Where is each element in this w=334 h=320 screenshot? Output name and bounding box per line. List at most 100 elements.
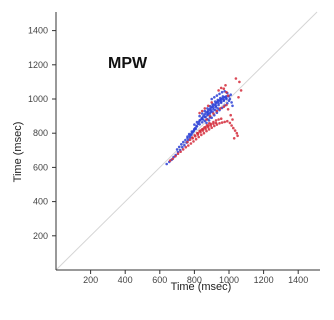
scatter-point-blue [206,113,209,117]
scatter-point-blue [217,102,220,105]
scatter-point-red [171,157,175,161]
x-tick-label: 600 [152,275,167,285]
x-tick-label: 400 [118,275,133,285]
scatter-point-blue [222,98,226,102]
y-tick-label: 200 [33,231,48,241]
scatter-point-blue [209,108,213,112]
scatter-point-red [222,87,226,90]
scatter-point-blue [180,143,183,146]
scatter-point-red [217,118,220,121]
scatter-point-red [181,148,185,151]
scatter-point-red [191,136,194,139]
scatter-point-red [205,118,208,121]
scatter-point-red [205,129,208,133]
scatter-point-blue [208,112,212,115]
scatter-point-blue [195,120,199,124]
scatter-point-blue [212,106,215,109]
scatter-point-blue [198,123,201,126]
scatter-point-red [189,142,193,145]
scatter-point-blue [195,125,199,128]
scatter-point-blue [205,121,208,125]
scatter-point-blue [186,136,189,140]
scatter-point-red [188,138,192,141]
scatter-point-blue [193,123,196,126]
scatter-point-blue [225,96,228,100]
x-tick-label: 1400 [288,275,308,285]
scatter-point-red [222,105,226,108]
scatter-point-red [206,104,210,108]
y-tick-label: 400 [33,197,48,207]
scatter-point-blue [183,143,186,147]
scatter-point-blue [215,94,219,97]
scatter-point-red [225,90,228,94]
scatter-point-blue [181,145,184,149]
scatter-point-blue [216,98,220,102]
scatter-point-red [198,129,201,133]
scatter-point-red [212,122,215,126]
scatter-point-red [176,152,180,155]
scatter-point-red [218,122,221,125]
scatter-point-red [202,131,206,135]
scatter-point-red [232,137,236,140]
scatter-point-red [198,111,201,115]
scatter-point-blue [231,104,234,108]
scatter-point-red [200,133,203,137]
scatter-point-blue [177,145,181,149]
scatter-point-red [235,131,239,135]
scatter-point-red [184,145,188,149]
scatter-point-red [192,140,195,143]
scatter-point-red [210,101,213,104]
scatter-point-red [229,113,232,117]
scatter-point-red [231,118,234,121]
y-axis-title: Time (msec) [12,122,24,183]
x-tick-label: 200 [83,275,98,285]
scatter-point-blue [165,162,168,166]
x-tick-label: 1200 [254,275,274,285]
scatter-point-blue [213,100,217,103]
scatter-point-blue [194,127,198,131]
scatter-point-red [205,124,209,127]
scatter-point-blue [229,93,232,96]
scatter-point-red [238,80,241,84]
scatter-point-blue [219,96,222,100]
scatter-point-blue [175,148,179,151]
scatter-point-red [210,126,213,129]
scatter-point-blue [219,100,223,103]
scatter-point-red [230,124,233,127]
scatter-point-red [179,150,182,153]
scatter-point-red [197,135,200,139]
scatter-point-blue [230,101,233,104]
x-axis-ticks: 200 400 600 800 1000 1200 1400 [83,270,308,285]
scatter-point-blue [192,129,195,133]
scatter-point-red [213,124,216,128]
scatter-point-red [219,86,223,90]
scatter-point-blue [184,138,187,142]
y-tick-label: 800 [33,128,48,138]
scatter-point-blue [213,96,216,99]
scatter-point-red [212,112,215,115]
x-tick-label: 1000 [219,275,239,285]
scatter-point-red [194,137,198,141]
scatter-point-blue [218,92,221,96]
scatter-point-blue [190,132,193,135]
scatter-point-red [220,121,224,124]
scatter-point-blue [200,117,204,120]
scatter-point-red [203,126,206,129]
y-tick-label: 600 [33,162,48,172]
scatter-point-red [226,119,229,123]
scatter-point-blue [198,114,201,118]
scatter-point-red [186,140,189,144]
scatter-point-red [214,119,218,122]
scatter-point-red [237,96,240,99]
scatter-point-blue [200,112,204,115]
y-tick-label: 1200 [28,60,48,70]
scatter-point-red [233,129,237,132]
y-axis-ticks: 200 400 600 800 1000 1200 1400 [28,26,56,241]
scatter-point-blue [216,107,220,110]
scatter-point-red [225,103,228,107]
scatter-point-blue [188,134,191,137]
scatter-point-red [226,108,230,111]
scatter-point-red [217,89,220,92]
data-points [165,77,243,166]
